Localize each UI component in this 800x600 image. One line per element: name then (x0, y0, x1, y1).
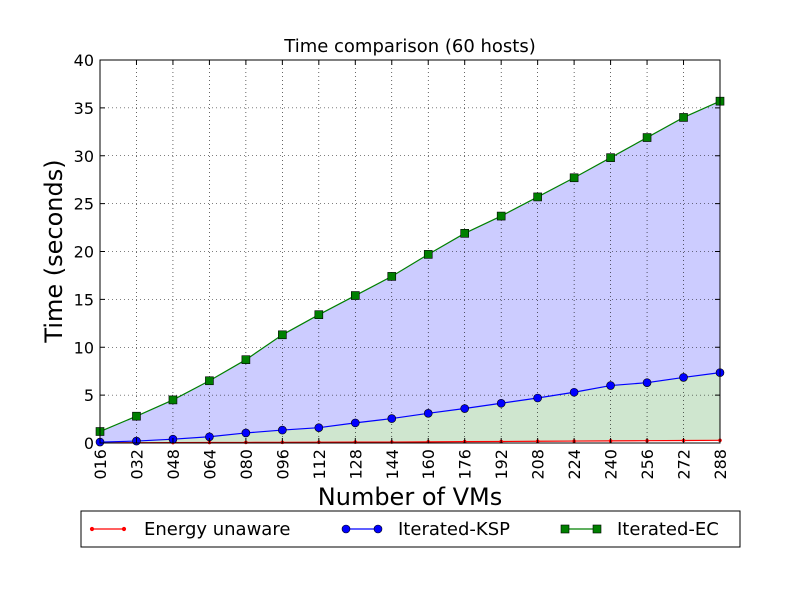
data-point (533, 192, 542, 202)
x-tick-label: 288 (711, 449, 730, 480)
y-tick-label: 20 (74, 243, 94, 262)
y-axis-ticks: 0 5 10 15 20 25 30 35 40 (74, 51, 720, 453)
data-point (278, 330, 287, 340)
x-tick-label: 048 (164, 449, 183, 480)
x-tick-label: 128 (346, 449, 365, 480)
y-tick-label: 15 (74, 290, 94, 309)
data-point (496, 398, 506, 408)
data-point (496, 211, 506, 221)
data-point (205, 376, 214, 386)
data-point (460, 229, 470, 238)
x-tick-label: 064 (200, 449, 219, 480)
legend-label: Energy unaware (144, 519, 290, 540)
x-tick-label: 224 (565, 449, 584, 480)
x-tick-label: 240 (602, 449, 621, 480)
legend-marker (89, 526, 95, 532)
data-point (642, 133, 652, 142)
legend-marker (592, 524, 602, 534)
x-tick-label: 032 (127, 449, 146, 480)
data-point (168, 395, 178, 405)
area-fill-2 (100, 101, 720, 443)
x-tick-label: 016 (91, 449, 110, 480)
x-tick-label: 192 (492, 449, 511, 480)
data-point (679, 373, 688, 382)
y-tick-label: 35 (74, 99, 94, 118)
x-tick-label: 256 (638, 449, 657, 480)
x-tick-label: 160 (419, 449, 438, 480)
x-tick-label: 176 (456, 449, 475, 480)
y-axis-label: Time (seconds) (40, 159, 68, 343)
data-point (132, 411, 141, 421)
legend-marker (560, 524, 570, 534)
legend: Energy unaware Iterated-KSP Iterated-EC (80, 510, 741, 548)
x-axis-ticks: 016 032 048 064 080 096 112 128 144 160 176 192 208 2… (91, 60, 730, 480)
series-line-1 (99, 372, 721, 443)
data-point (569, 173, 579, 183)
x-tick-label: 272 (675, 449, 694, 480)
y-tick-label: 5 (84, 386, 94, 405)
legend-label: Iterated-KSP (398, 519, 510, 540)
data-point (350, 418, 360, 428)
data-point (314, 423, 324, 432)
data-point (241, 428, 251, 438)
data-point (387, 272, 397, 281)
x-tick-label: 080 (237, 449, 256, 480)
data-point (679, 113, 688, 122)
x-tick-label: 096 (273, 449, 292, 480)
data-point (569, 387, 579, 397)
legend-marker (121, 526, 127, 532)
area-fills (100, 101, 720, 443)
legend-label: Iterated-EC (617, 519, 719, 540)
data-point (423, 250, 433, 259)
area-fill-1 (100, 372, 720, 443)
y-tick-label: 30 (74, 147, 94, 166)
x-tick-label: 208 (529, 449, 548, 480)
legend-box (80, 510, 741, 548)
legend-marker (373, 524, 383, 534)
x-axis-label: Number of VMs (318, 483, 502, 511)
x-tick-label: 144 (383, 449, 402, 480)
data-point (642, 378, 652, 387)
x-tick-label: 112 (310, 449, 329, 480)
chart-title: Time comparison (60 hosts) (283, 36, 536, 57)
legend-marker (341, 524, 351, 534)
data-point (241, 355, 251, 364)
data-point (460, 404, 470, 413)
y-tick-label: 25 (74, 195, 94, 214)
data-point (423, 409, 433, 418)
data-point (278, 425, 287, 435)
y-tick-label: 0 (84, 434, 94, 453)
data-point (606, 153, 615, 162)
data-point (606, 381, 615, 390)
data-point (350, 291, 360, 300)
data-point (533, 393, 542, 403)
y-tick-label: 40 (74, 51, 94, 70)
data-point (387, 414, 397, 423)
series-line-2 (99, 100, 721, 433)
y-tick-label: 10 (74, 338, 94, 357)
data-point (314, 310, 324, 319)
